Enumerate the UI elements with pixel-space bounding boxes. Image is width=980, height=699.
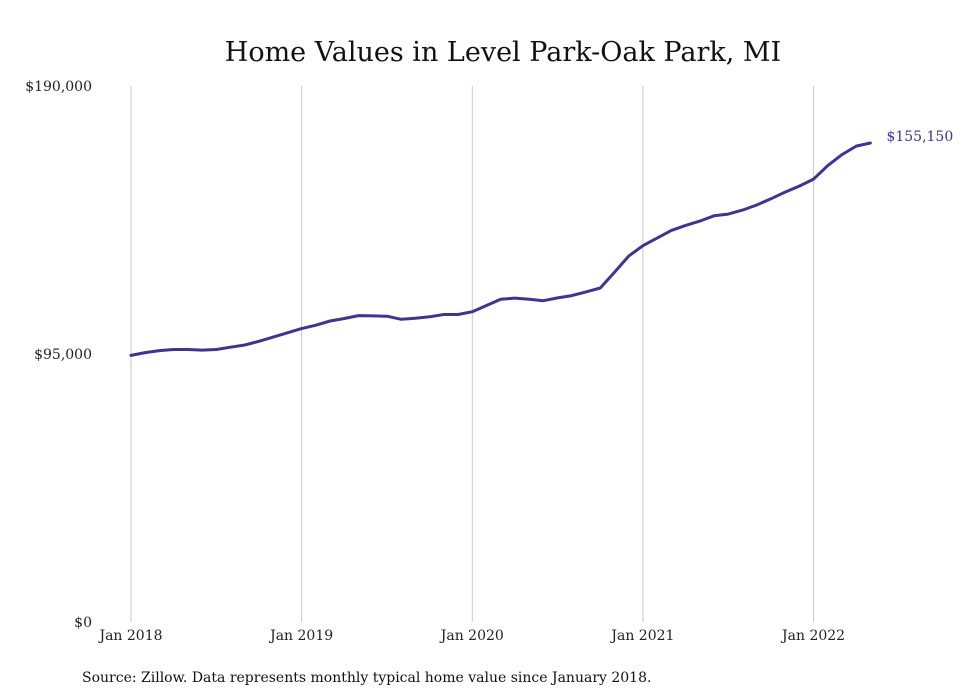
x-tick-label: Jan 2020 [439,628,504,644]
x-tick-label: Jan 2019 [268,628,333,644]
x-tick-label: Jan 2022 [780,628,845,644]
x-tick-label: Jan 2021 [609,628,674,644]
x-axis-ticks: Jan 2018 Jan 2019 Jan 2020 Jan 2021 Jan 2022 [97,628,845,644]
series-line [129,141,872,357]
source-note: Source: Zillow. Data represents monthly … [82,670,651,686]
x-tick-label: Jan 2018 [97,628,162,644]
gridlines [130,86,815,622]
y-tick-label: $0 [74,615,92,631]
end-value-label: $155,150 [886,129,953,145]
chart-title: Home Values in Level Park-Oak Park, MI [225,37,781,68]
y-axis-ticks: $0 $95,000 $190,000 [25,79,92,631]
y-tick-label: $95,000 [34,347,92,363]
y-tick-label: $190,000 [25,79,92,95]
